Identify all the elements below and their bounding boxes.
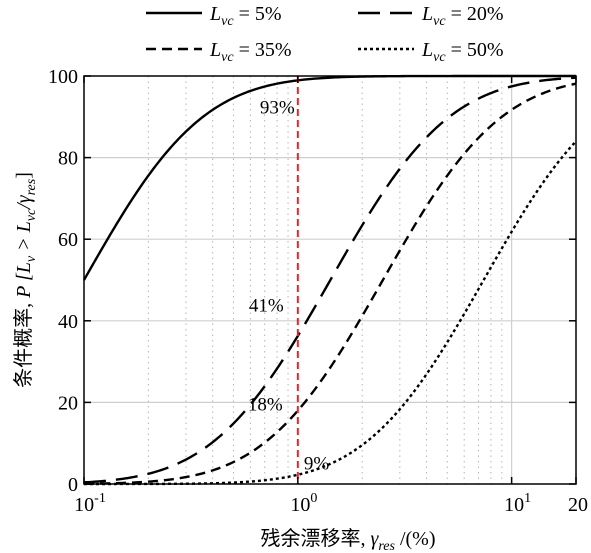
y-tick-label: 0: [68, 474, 78, 496]
y-axis-title: 条件概率, P [Lv > Lvc/γres]: [12, 172, 39, 388]
legend-label-s20: Lvc = 20%: [421, 3, 504, 29]
annotation-label: 9%: [304, 453, 330, 474]
x-tick-label: 20: [568, 494, 588, 516]
legend-label-s5: Lvc = 5%: [209, 3, 282, 29]
y-axis-label: 条件概率, P [Lv > Lvc/γres]: [12, 172, 39, 388]
series-line-s35: [83, 82, 577, 485]
legend-label-s35: Lvc = 35%: [209, 39, 292, 65]
grid: [84, 76, 576, 484]
y-tick-label: 60: [58, 229, 78, 251]
annotation-label: 18%: [248, 395, 283, 416]
series-line-s50: [84, 140, 577, 486]
y-tick-label: 80: [58, 148, 78, 170]
annotation-label: 93%: [260, 98, 295, 119]
y-tick-label: 100: [48, 66, 78, 88]
series-line-s20: [83, 76, 577, 484]
x-axis-label: 残余漂移率, γres /(%): [260, 527, 435, 553]
x-axis-title: 残余漂移率, γres /(%): [260, 527, 435, 553]
plot-frame: [83, 75, 577, 485]
y-tick-label: 20: [58, 392, 78, 414]
series-line-s5: [82, 74, 576, 281]
legend-label-s50: Lvc = 50%: [421, 39, 504, 65]
x-tick-label: 101: [504, 491, 531, 516]
y-tick-label: 40: [58, 311, 78, 333]
axis-ticks: 0 20 40 60 80 100 10-1 100 101 20: [48, 66, 588, 516]
annotation-label: 41%: [249, 296, 284, 317]
x-tick-label: 100: [290, 491, 317, 516]
legend: Lvc = 5% Lvc = 20% Lvc = 35% Lvc = 50%: [146, 3, 504, 65]
x-tick-label: 10-1: [74, 491, 106, 516]
annotations: 93% 41% 18% 9%: [248, 98, 330, 475]
